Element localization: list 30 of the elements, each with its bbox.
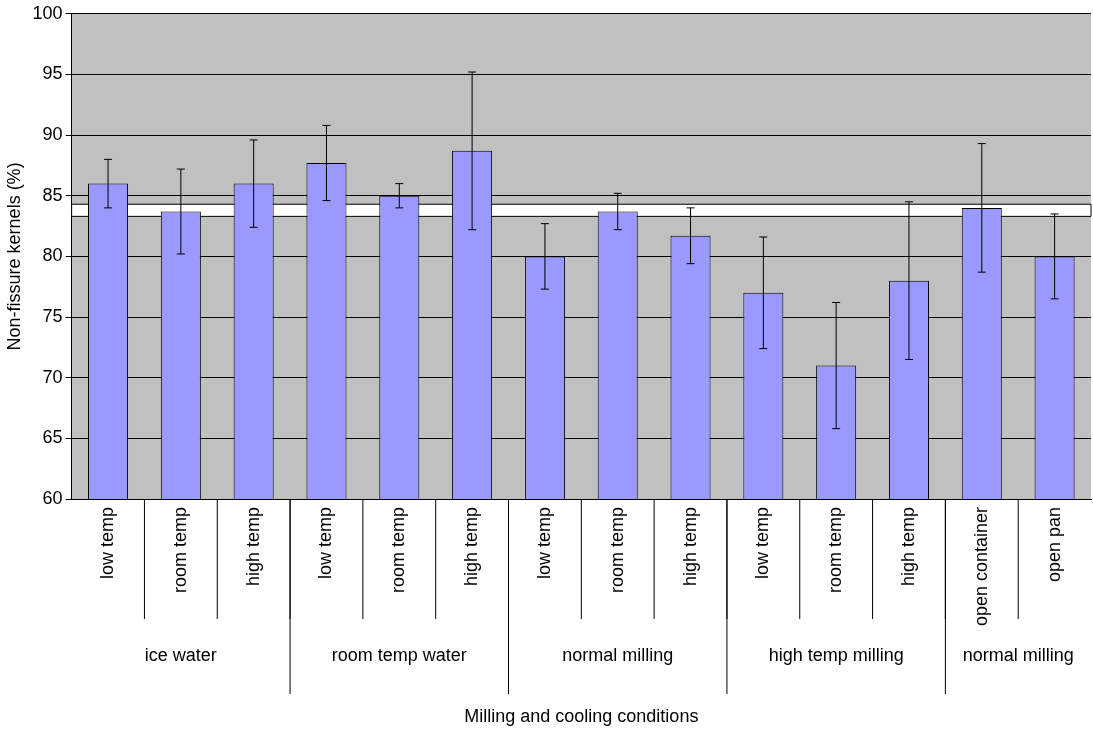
x-tick-label: high temp xyxy=(461,507,482,587)
x-tick-label: low temp xyxy=(315,507,336,580)
x-tick-label: room temp xyxy=(825,507,846,594)
x-tick-label: low temp xyxy=(97,507,118,580)
y-tick-label: 70 xyxy=(42,366,63,387)
x-axis-title: Milling and cooling conditions xyxy=(464,705,699,726)
y-tick-label: 90 xyxy=(42,124,63,145)
y-tick-label: 85 xyxy=(42,184,63,205)
y-tick-label: 95 xyxy=(42,63,63,84)
text: ice water xyxy=(144,645,217,666)
y-tick-label: 65 xyxy=(42,427,63,448)
text: normal milling xyxy=(962,645,1074,666)
x-tick-label: high temp xyxy=(679,507,700,587)
y-tick-label: 100 xyxy=(32,2,63,23)
x-tick-label: room temp xyxy=(388,507,409,594)
x-tick-label: high temp xyxy=(897,507,918,587)
x-tick-label: open container xyxy=(970,507,991,627)
x-tick-label: low temp xyxy=(752,507,773,580)
text: room temp water xyxy=(331,645,467,666)
x-tick-label: low temp xyxy=(533,507,554,580)
x-tick-label: high temp xyxy=(242,507,263,587)
x-tick-label: open pan xyxy=(1043,507,1064,583)
text: normal milling xyxy=(562,645,674,666)
y-tick-label: 75 xyxy=(42,306,63,327)
y-axis-title: Non-fissure kernels (%) xyxy=(3,162,24,351)
text: high temp milling xyxy=(768,645,904,666)
y-tick-label: 80 xyxy=(42,245,63,266)
y-tick-label: 60 xyxy=(42,487,63,508)
x-tick-label: room temp xyxy=(169,507,190,594)
x-tick-label: room temp xyxy=(606,507,627,594)
